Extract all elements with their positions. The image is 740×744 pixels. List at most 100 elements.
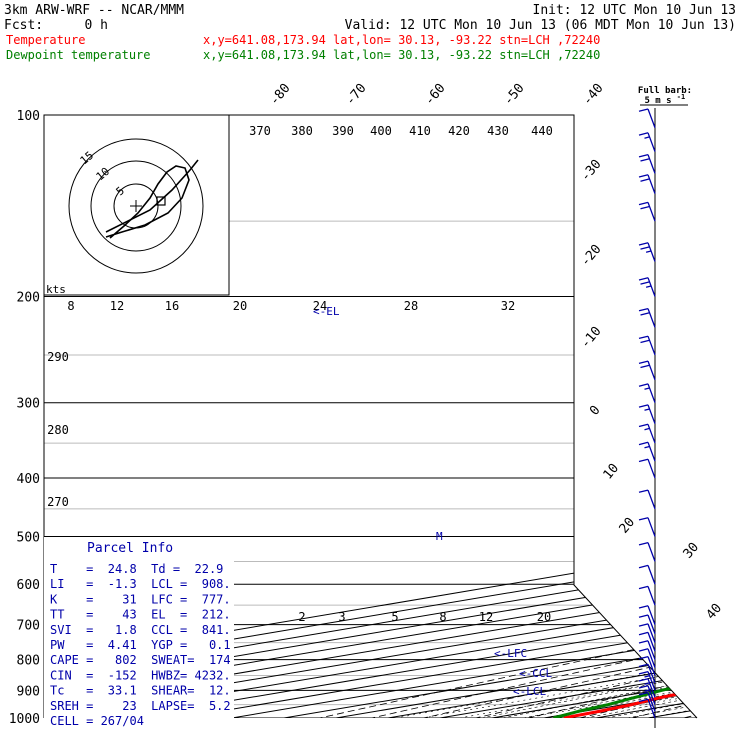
mixing-ratio-label: 2 — [298, 610, 305, 624]
isotherm-label: -20 — [578, 242, 605, 270]
dry-adiabat-line — [367, 115, 740, 731]
mixing-ratio-label: 20 — [233, 299, 247, 313]
sounding-traces — [553, 115, 740, 718]
barb-key-exponent: -1 — [677, 93, 685, 101]
wind-barb-flag — [641, 365, 650, 367]
dewpoint-legend-label: Dewpoint temperature — [6, 48, 151, 62]
wind-barb-shaft — [648, 133, 655, 152]
parcel-info-row: CIN = -152 HWBZ= 4232. — [50, 668, 231, 682]
wind-barb-flag — [639, 384, 648, 386]
mixing-ratio-label: 16 — [165, 299, 179, 313]
pressure-tick-label: 600 — [17, 578, 40, 593]
mixing-ratio-label: 28 — [404, 299, 418, 313]
theta-label: 400 — [370, 124, 392, 138]
wind-barb-shaft — [648, 459, 655, 478]
pressure-tick-label: 700 — [17, 619, 40, 634]
isotherm-label: 0 — [587, 403, 604, 419]
wind-barb-flag — [639, 309, 648, 311]
mixing-ratio-label: 12 — [110, 299, 124, 313]
wind-barb-flag — [641, 207, 650, 209]
parcel-info-row: CELL = 267/04 — [50, 714, 144, 728]
wind-barb — [639, 405, 655, 424]
wind-barbs — [639, 109, 655, 718]
wind-barb-flag — [641, 282, 650, 284]
wind-barb-flag — [639, 641, 648, 643]
wind-barb-flag — [641, 313, 650, 315]
wind-barb — [639, 109, 655, 128]
wind-barb-flag — [639, 442, 648, 444]
isotherm-line — [232, 115, 740, 718]
wind-barb-flag — [639, 649, 648, 651]
dewpoint-location-text: x,y=641.08,173.94 lat,lon= 30.13, -93.22… — [203, 48, 600, 62]
isotherm-label: -30 — [578, 157, 605, 185]
isotherm-label: -60 — [422, 81, 449, 109]
wind-barb-flag — [639, 586, 648, 588]
parcel-info-title: Parcel Info — [87, 541, 173, 556]
pressure-tick-label: 900 — [17, 684, 40, 699]
wind-barb-shaft — [648, 586, 655, 605]
wind-barb-flag — [639, 202, 648, 204]
pressure-tick-label: 500 — [17, 530, 40, 545]
wind-barb-flag — [645, 388, 650, 389]
isotherm-label: -10 — [578, 324, 605, 352]
wind-barb-flag — [639, 686, 648, 688]
wind-barb-flag — [639, 175, 648, 177]
wind-barb — [639, 361, 655, 380]
wind-barb-shaft — [648, 405, 655, 424]
dry-adiabat-line — [315, 115, 740, 731]
wind-barb-shaft — [648, 309, 655, 328]
wind-barb-flag — [639, 155, 648, 157]
wind-barb-flag — [639, 424, 648, 426]
wind-barb-flag — [639, 361, 648, 363]
dry-adiabat-line — [420, 115, 740, 731]
mixing-ratio-line — [395, 584, 740, 718]
dry-adiabat-line — [684, 115, 740, 731]
wind-barb-shaft — [648, 202, 655, 221]
wind-barb-flag — [639, 109, 648, 111]
theta-label: 430 — [487, 124, 509, 138]
wind-barb — [639, 278, 655, 297]
isotherm-line — [544, 115, 740, 718]
init-time: Init: 12 UTC Mon 10 Jun 13 — [533, 3, 737, 18]
lfc-marker: <-LFC — [494, 647, 527, 660]
parcel-info-row: PW = 4.41 YGP = 0.1 — [50, 638, 231, 652]
wind-barb — [639, 155, 655, 174]
moist-adiabat-line — [565, 297, 740, 719]
parcel-info-row: TT = 43 EL = 212. — [50, 608, 231, 622]
mixing-ratio-label: 3 — [338, 610, 345, 624]
isotherm-label: 40 — [704, 601, 726, 623]
theta-label: 280 — [47, 423, 69, 437]
wind-barb — [639, 518, 655, 537]
isotherm-line — [596, 115, 740, 718]
wind-barb — [639, 336, 655, 355]
wind-barb-flag — [639, 278, 648, 280]
wind-barb-flag — [639, 565, 648, 567]
wind-barb — [639, 565, 655, 584]
wind-barb — [639, 543, 655, 562]
hodograph-unit-label: kts — [46, 283, 66, 296]
wind-barb-shaft — [648, 175, 655, 194]
wind-barb-flag — [646, 286, 651, 287]
fcst-label: Fcst: — [4, 18, 43, 33]
dry-adiabat-line — [736, 115, 740, 731]
wind-barb-flag — [639, 459, 648, 461]
parcel-info-row: LI = -1.3 LCL = 908. — [50, 577, 231, 591]
wind-barb — [639, 459, 655, 478]
isotherm-line — [492, 115, 740, 718]
wind-barb-flag — [639, 518, 648, 520]
wind-barb-shaft — [648, 490, 655, 509]
wind-barb-flag — [641, 159, 650, 161]
parcel-info-row: Tc = 33.1 SHEAR= 12. — [50, 684, 231, 698]
pressure-tick-label: 100 — [17, 109, 40, 124]
parcel-info-row: SVI = 1.8 CCL = 841. — [50, 623, 231, 637]
wind-barb — [639, 490, 655, 509]
wind-barb-shaft — [648, 606, 655, 625]
pressure-tick-label: 800 — [17, 654, 40, 669]
temperature-location-text: x,y=641.08,173.94 lat,lon= 30.13, -93.22… — [203, 33, 600, 47]
isotherm-line — [336, 115, 740, 718]
dry-adiabat-line — [473, 115, 740, 731]
isotherm-label: 20 — [617, 515, 639, 537]
mixing-ratio-line — [423, 584, 740, 718]
